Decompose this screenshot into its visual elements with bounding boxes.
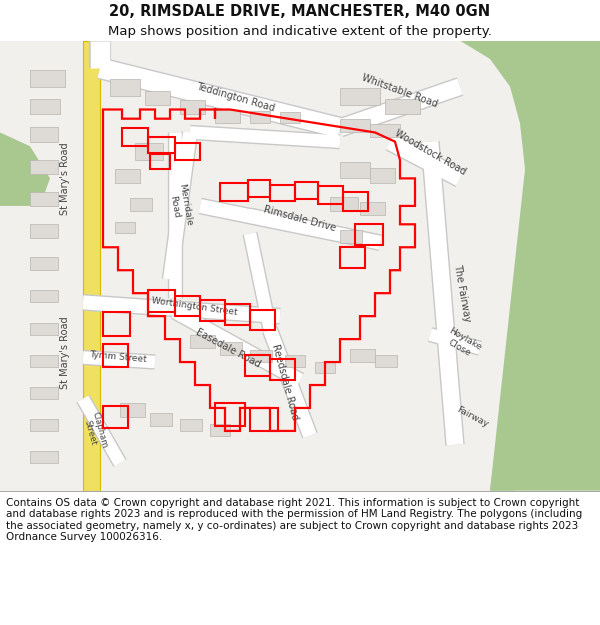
Text: Reedsdale Road: Reedsdale Road [270,343,300,421]
Bar [315,362,335,373]
Text: Contains OS data © Crown copyright and database right 2021. This information is : Contains OS data © Crown copyright and d… [6,498,582,542]
Bar [375,355,397,367]
Bar [30,258,58,270]
Bar [210,424,230,436]
Bar [110,79,140,96]
Text: Map shows position and indicative extent of the property.: Map shows position and indicative extent… [108,25,492,38]
Bar [370,124,400,137]
Bar [30,387,58,399]
Bar [150,414,172,426]
Bar [370,168,395,183]
Bar [330,197,358,211]
Text: St Mary's Road: St Mary's Road [60,316,70,389]
Bar [30,127,58,142]
Bar [120,403,145,417]
Bar [145,91,170,105]
Bar [30,224,58,238]
Text: Teddington Road: Teddington Road [194,81,275,114]
Bar [115,169,140,183]
Text: Whitstable Road: Whitstable Road [361,72,439,109]
Text: Easedale Road: Easedale Road [194,327,262,369]
Bar [250,350,272,362]
Bar [360,202,385,215]
Bar [285,355,305,367]
Text: Woodstock Road: Woodstock Road [392,128,467,177]
Bar [115,221,135,234]
Bar [30,192,58,206]
Text: Hoylake
Close: Hoylake Close [442,326,482,361]
Bar [30,99,60,114]
Polygon shape [460,41,600,491]
Bar [385,99,420,114]
Bar [340,162,370,178]
Text: Fairway: Fairway [455,405,489,429]
Text: Worthington Street: Worthington Street [151,296,239,318]
Bar [180,101,205,114]
Bar [30,322,58,334]
Bar [130,198,152,211]
Polygon shape [83,41,100,491]
Bar [30,355,58,367]
Text: Clapham
Street: Clapham Street [81,411,109,451]
Bar [220,342,242,355]
Bar [30,419,58,431]
Text: The Fairway: The Fairway [452,264,472,323]
Bar [190,334,215,348]
Text: 20, RIMSDALE DRIVE, MANCHESTER, M40 0GN: 20, RIMSDALE DRIVE, MANCHESTER, M40 0GN [109,4,491,19]
Text: Rimsdale Drive: Rimsdale Drive [263,204,337,233]
Text: St Mary's Road: St Mary's Road [60,142,70,215]
Bar [350,349,375,362]
Bar [135,144,163,160]
Bar [30,289,58,302]
Bar [215,111,240,123]
Polygon shape [0,41,50,206]
Text: Merridale
Road: Merridale Road [167,183,193,229]
Polygon shape [490,454,515,491]
Bar [30,160,58,174]
Bar [280,112,300,123]
Bar [30,451,58,463]
Text: Tymm Street: Tymm Street [89,351,147,364]
Bar [340,230,362,242]
Bar [250,111,270,123]
Bar [340,88,380,105]
Bar [30,70,65,86]
Bar [180,419,202,431]
Bar [340,119,370,132]
